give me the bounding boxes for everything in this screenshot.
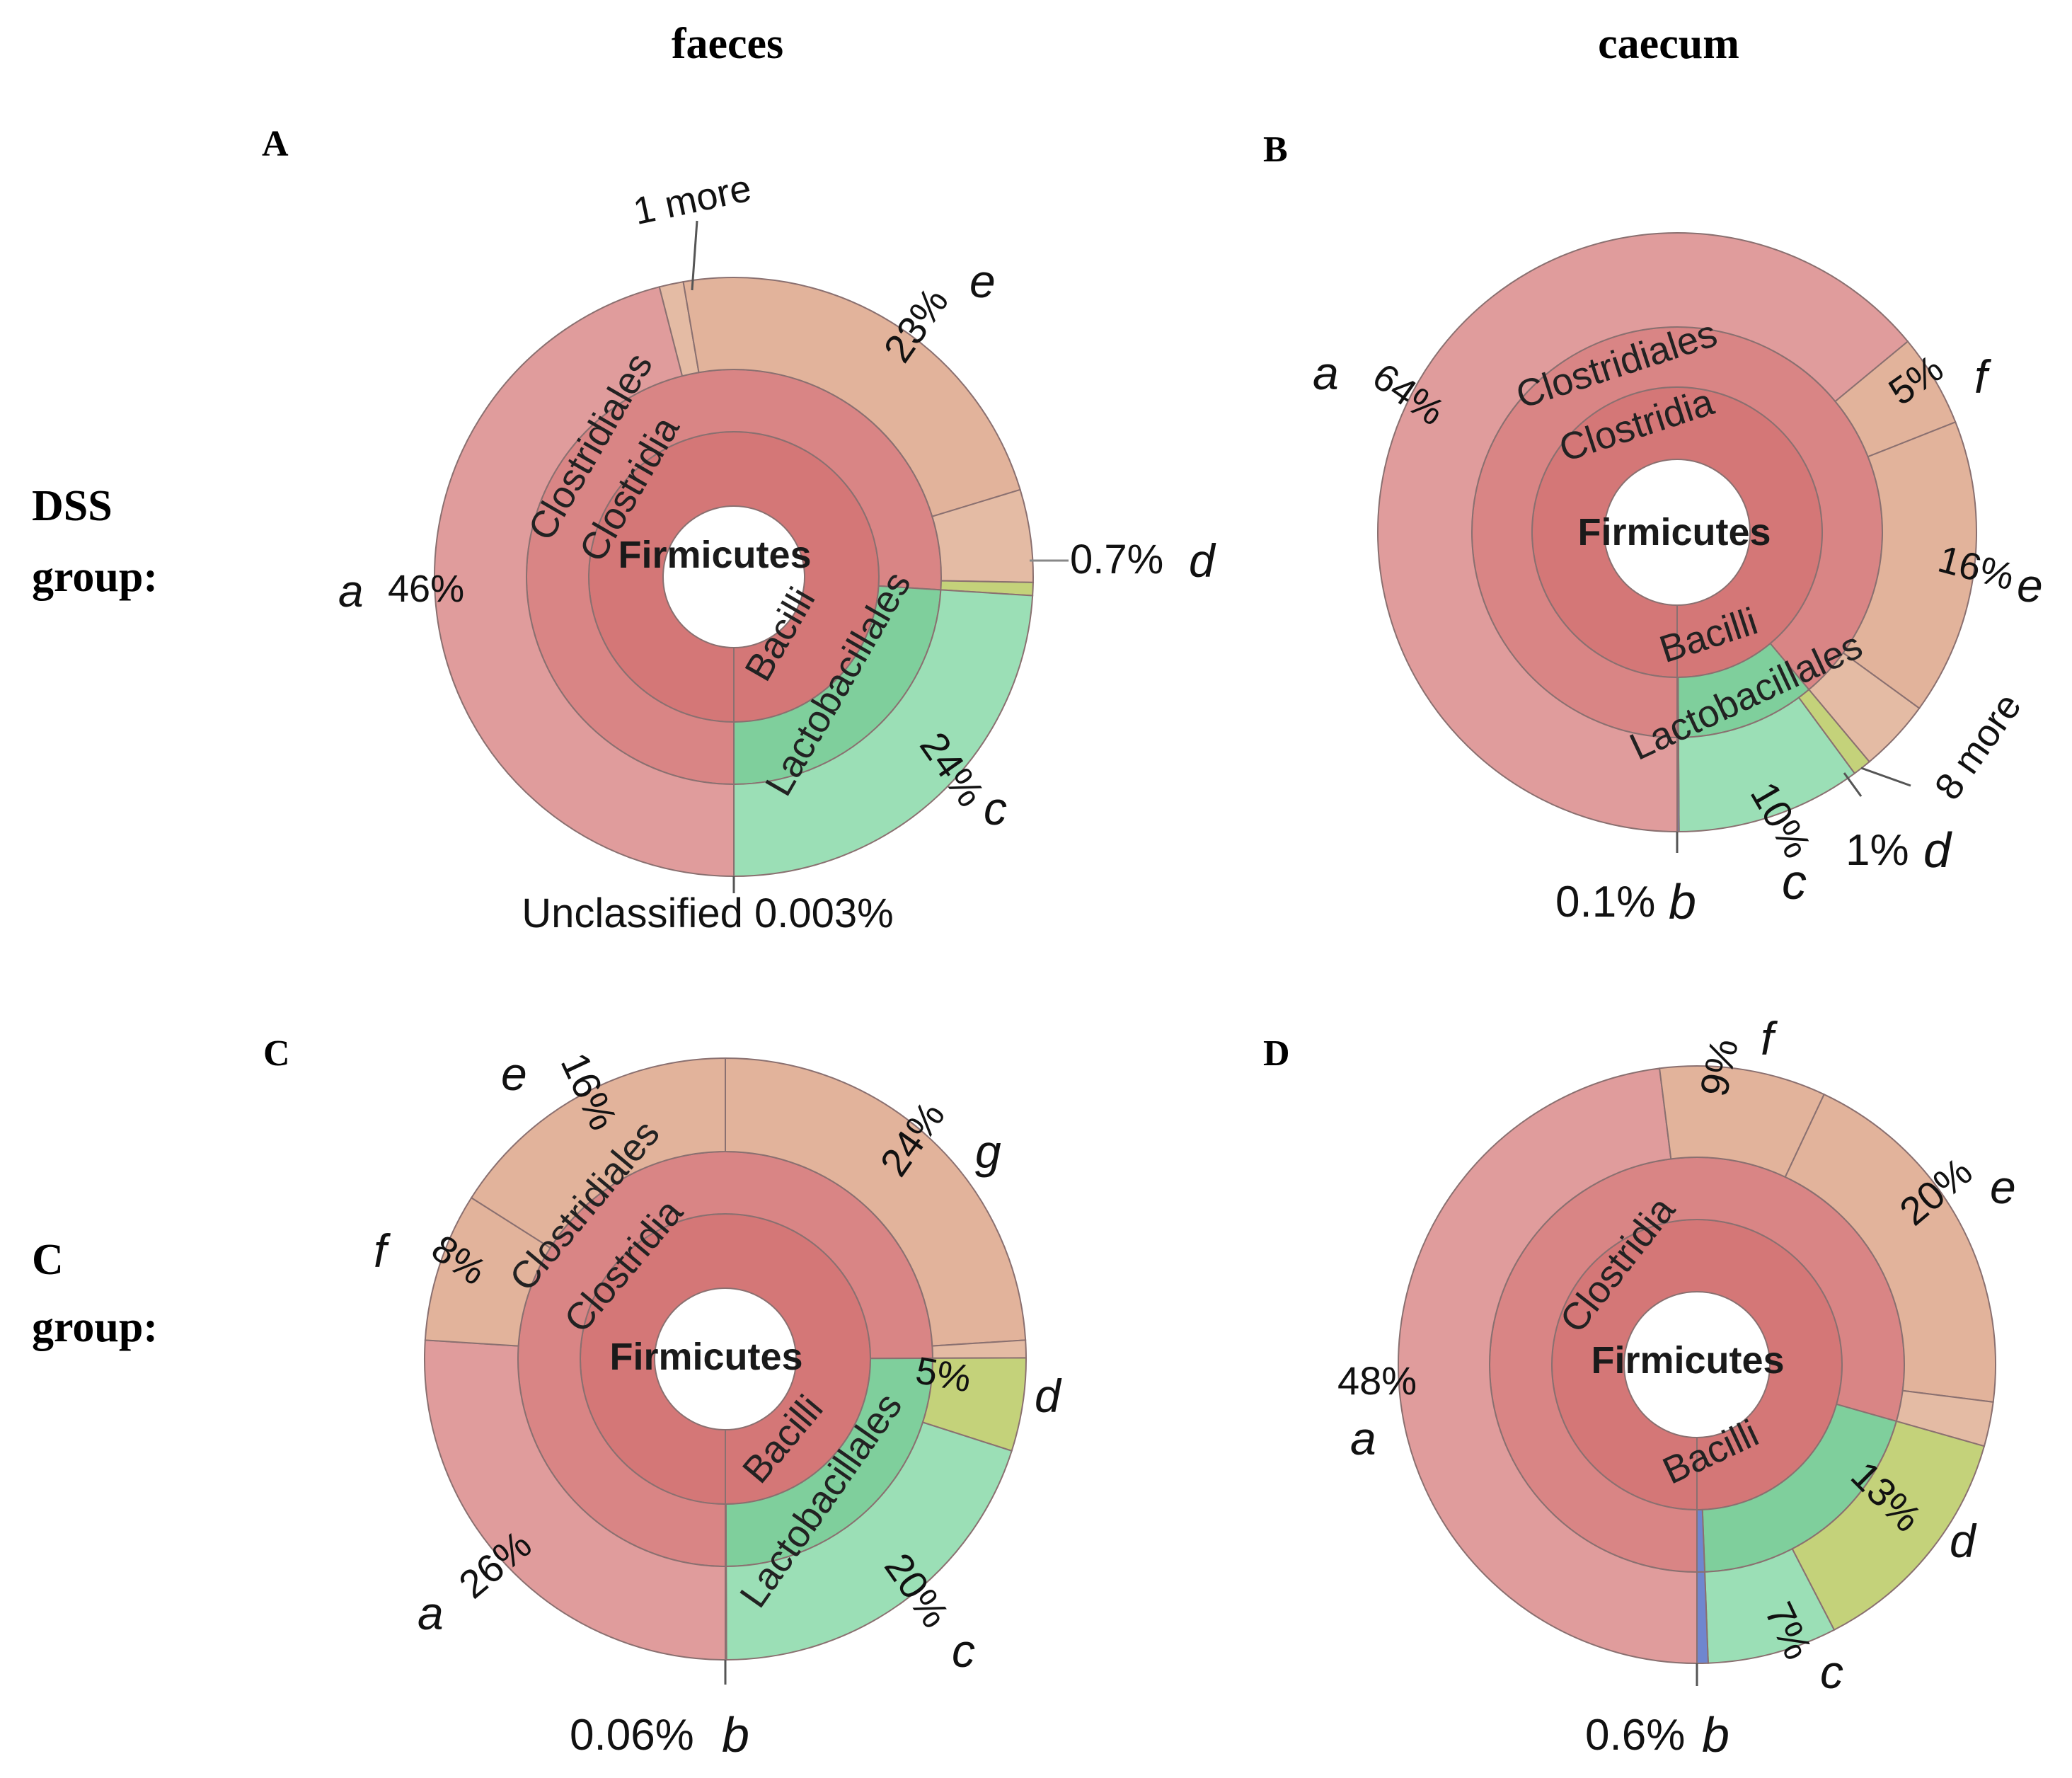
annot-a-letter-a: a (338, 566, 364, 616)
column-header-faeces: faeces (672, 20, 783, 68)
annot-b-pct-b: 0.1% (1555, 878, 1655, 927)
segment-c-leaf-6 (725, 1421, 1013, 1661)
segment-d-root (1552, 1220, 1842, 1510)
annot-b-letter-e: e (2017, 559, 2043, 612)
row-header-c-line1: C (32, 1236, 64, 1284)
root-label-d: Firmicutes (1591, 1339, 1784, 1382)
annot-c-pct-b: 0.06% (570, 1711, 694, 1760)
annot-a-letter-c: c (984, 782, 1007, 834)
annot-a-letter-e: e (969, 255, 996, 307)
segment-d-leaf-0 (1398, 1067, 1698, 1665)
segment-d-leaf-2 (1784, 1093, 1996, 1404)
annot-a-letter-d: d (1189, 534, 1216, 587)
annot-a-pct-d: 0.7% (1070, 537, 1163, 583)
annot-a-pct-a: 46% (388, 568, 464, 610)
annot-d-pct-a: 48% (1337, 1358, 1417, 1403)
annot-b-more: 8 more (1926, 686, 2030, 808)
annot-c-letter-g: g (975, 1125, 1001, 1178)
segment-c-leaf-3 (725, 1057, 1027, 1347)
sunburst-a-leaders (691, 220, 1069, 893)
annot-c-letter-a: a (418, 1587, 444, 1639)
annot-b-letter-b: b (1669, 874, 1696, 929)
annot-c-letter-d: d (1035, 1370, 1062, 1422)
row-header-c-line2: group: (32, 1303, 158, 1351)
root-label-a: Firmicutes (618, 534, 811, 576)
segment-c-leaf-0 (424, 1339, 726, 1661)
annot-b-pct-d: 1% (1846, 826, 1909, 875)
segment-b-root (1532, 387, 1822, 677)
column-header-caecum: caecum (1598, 20, 1739, 68)
panel-letter-b: B (1263, 130, 1288, 170)
segment-c-ring1-2 (725, 1503, 727, 1568)
annot-d-letter-b: b (1702, 1707, 1729, 1762)
segment-c-leaf-7 (725, 1565, 727, 1661)
sunburst-b-segments (1377, 232, 1977, 833)
sunburst-chart-c: Firmicutes Clostridiales Clostridia Baci… (374, 1046, 1062, 1762)
sunburst-chart-a: Firmicutes Clostridiales Clostridia Baci… (338, 167, 1216, 936)
segment-a-leaf-0 (434, 286, 735, 878)
segment-d-leaf-6 (1696, 1571, 1709, 1665)
sunburst-d-segments (1398, 1065, 1996, 1665)
panel-letter-d: D (1263, 1033, 1290, 1074)
annot-c-letter-b: b (722, 1707, 749, 1762)
annot-d-letter-f: f (1761, 1012, 1778, 1065)
annot-d-letter-c: c (1820, 1646, 1843, 1698)
row-header-dss-line1: DSS (32, 482, 113, 530)
annot-d-pct-b: 0.6% (1585, 1711, 1685, 1760)
annot-a-more: 1 more (630, 167, 755, 234)
sunburst-a-segments (434, 277, 1034, 878)
segment-a-leaf-5 (733, 589, 1034, 878)
segment-b-leaf-0 (1377, 232, 1909, 833)
segment-c-root (580, 1214, 870, 1504)
sunburst-b-leaders (1676, 767, 1911, 853)
annot-d-letter-d: d (1950, 1515, 1977, 1567)
annot-b-letter-f: f (1974, 350, 1992, 403)
panel-letter-a: A (262, 124, 289, 164)
annot-d-letter-e: e (1990, 1161, 2016, 1213)
annot-a-unclassified: Unclassified 0.003% (522, 890, 894, 936)
annot-c-pct-d: 5% (912, 1349, 974, 1401)
annot-b-letter-a: a (1313, 347, 1339, 399)
segment-a-root (589, 432, 879, 722)
segment-b-leaf-6 (1676, 736, 1680, 833)
annot-d-letter-a: a (1350, 1412, 1376, 1464)
sunburst-chart-b: Firmicutes Clostridiales Clostridia Baci… (1313, 232, 2043, 929)
sunburst-chart-d: Firmicutes Clostridia Bacilli 9% f 20% e… (1337, 1012, 2016, 1762)
root-label-c: Firmicutes (609, 1336, 802, 1378)
sunburst-c-segments (424, 1057, 1028, 1661)
segment-a-leaf-2 (682, 277, 1021, 517)
row-header-dss-line2: group: (32, 553, 158, 601)
annot-c-letter-e: e (501, 1048, 527, 1100)
annot-c-letter-c: c (952, 1624, 975, 1677)
annot-b-letter-c: c (1782, 854, 1807, 910)
annot-b-letter-d: d (1923, 822, 1952, 878)
panel-letter-c: C (263, 1033, 290, 1074)
root-label-b: Firmicutes (1577, 511, 1771, 554)
annot-c-letter-f: f (374, 1224, 391, 1277)
